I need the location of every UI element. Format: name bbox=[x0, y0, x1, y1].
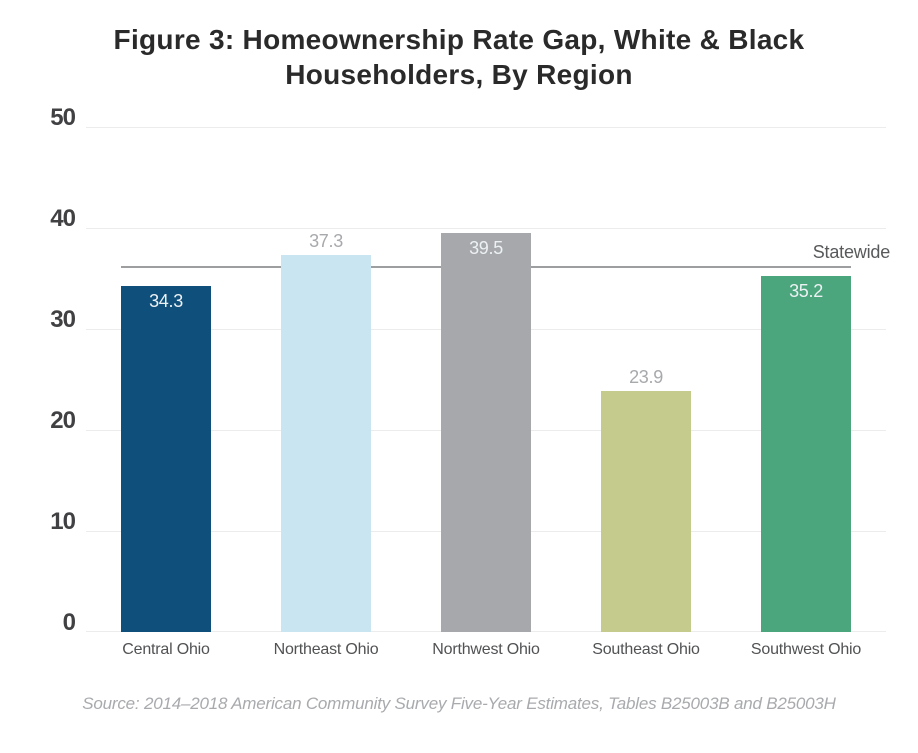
bar-group-northeast-ohio: 37.3 Northeast Ohio bbox=[246, 127, 406, 658]
y-tick-label-0: 0 bbox=[62, 609, 76, 636]
bar-group-northwest-ohio: 39.5 Northwest Ohio bbox=[406, 127, 566, 658]
value-label-southeast-ohio: 23.9 bbox=[629, 366, 663, 387]
value-label-northwest-ohio: 39.5 bbox=[469, 238, 503, 259]
value-label-central-ohio: 34.3 bbox=[149, 290, 183, 311]
plot-area: Statewide 34.3 Central Ohio 37.3 Northeast … bbox=[86, 127, 890, 658]
y-tick-label-10: 10 bbox=[50, 508, 76, 535]
statewide-reference-label: Statewide bbox=[812, 242, 890, 262]
x-axis-label-central-ohio: Central Ohio bbox=[122, 641, 210, 658]
y-tick-label-50: 50 bbox=[50, 104, 76, 131]
gridline-50 bbox=[86, 127, 886, 128]
bar-group-southwest-ohio: 35.2 Southwest Ohio bbox=[726, 127, 886, 658]
source-note: Source: 2014–2018 American Community Sur… bbox=[82, 694, 836, 713]
chart-title-line-2: Householders, By Region bbox=[285, 59, 633, 90]
y-tick-label-20: 20 bbox=[50, 407, 76, 434]
y-axis: 0 10 20 30 40 50 bbox=[0, 106, 76, 636]
x-axis-label-southeast-ohio: Southeast Ohio bbox=[592, 641, 700, 658]
x-axis-label-northeast-ohio: Northeast Ohio bbox=[273, 641, 379, 658]
bar-northeast-ohio bbox=[281, 255, 371, 632]
bar-central-ohio bbox=[121, 285, 211, 632]
chart-title: Figure 3: Homeownership Rate Gap, White … bbox=[0, 22, 918, 92]
x-axis-label-southwest-ohio: Southwest Ohio bbox=[750, 641, 862, 658]
chart-title-line-1: Figure 3: Homeownership Rate Gap, White … bbox=[113, 24, 805, 55]
value-label-southwest-ohio: 35.2 bbox=[789, 281, 823, 302]
value-label-northeast-ohio: 37.3 bbox=[309, 231, 343, 252]
bar-group-southeast-ohio: 23.9 Southeast Ohio bbox=[566, 127, 726, 658]
gridline-40 bbox=[86, 228, 886, 229]
y-tick-label-30: 30 bbox=[50, 306, 76, 333]
x-axis-label-northwest-ohio: Northwest Ohio bbox=[432, 641, 540, 658]
bar-group-central-ohio: 34.3 Central Ohio bbox=[86, 127, 246, 658]
bar-southwest-ohio bbox=[761, 276, 851, 632]
y-tick-label-40: 40 bbox=[50, 205, 76, 232]
bar-southeast-ohio bbox=[601, 390, 691, 632]
bar-northwest-ohio bbox=[441, 233, 531, 632]
